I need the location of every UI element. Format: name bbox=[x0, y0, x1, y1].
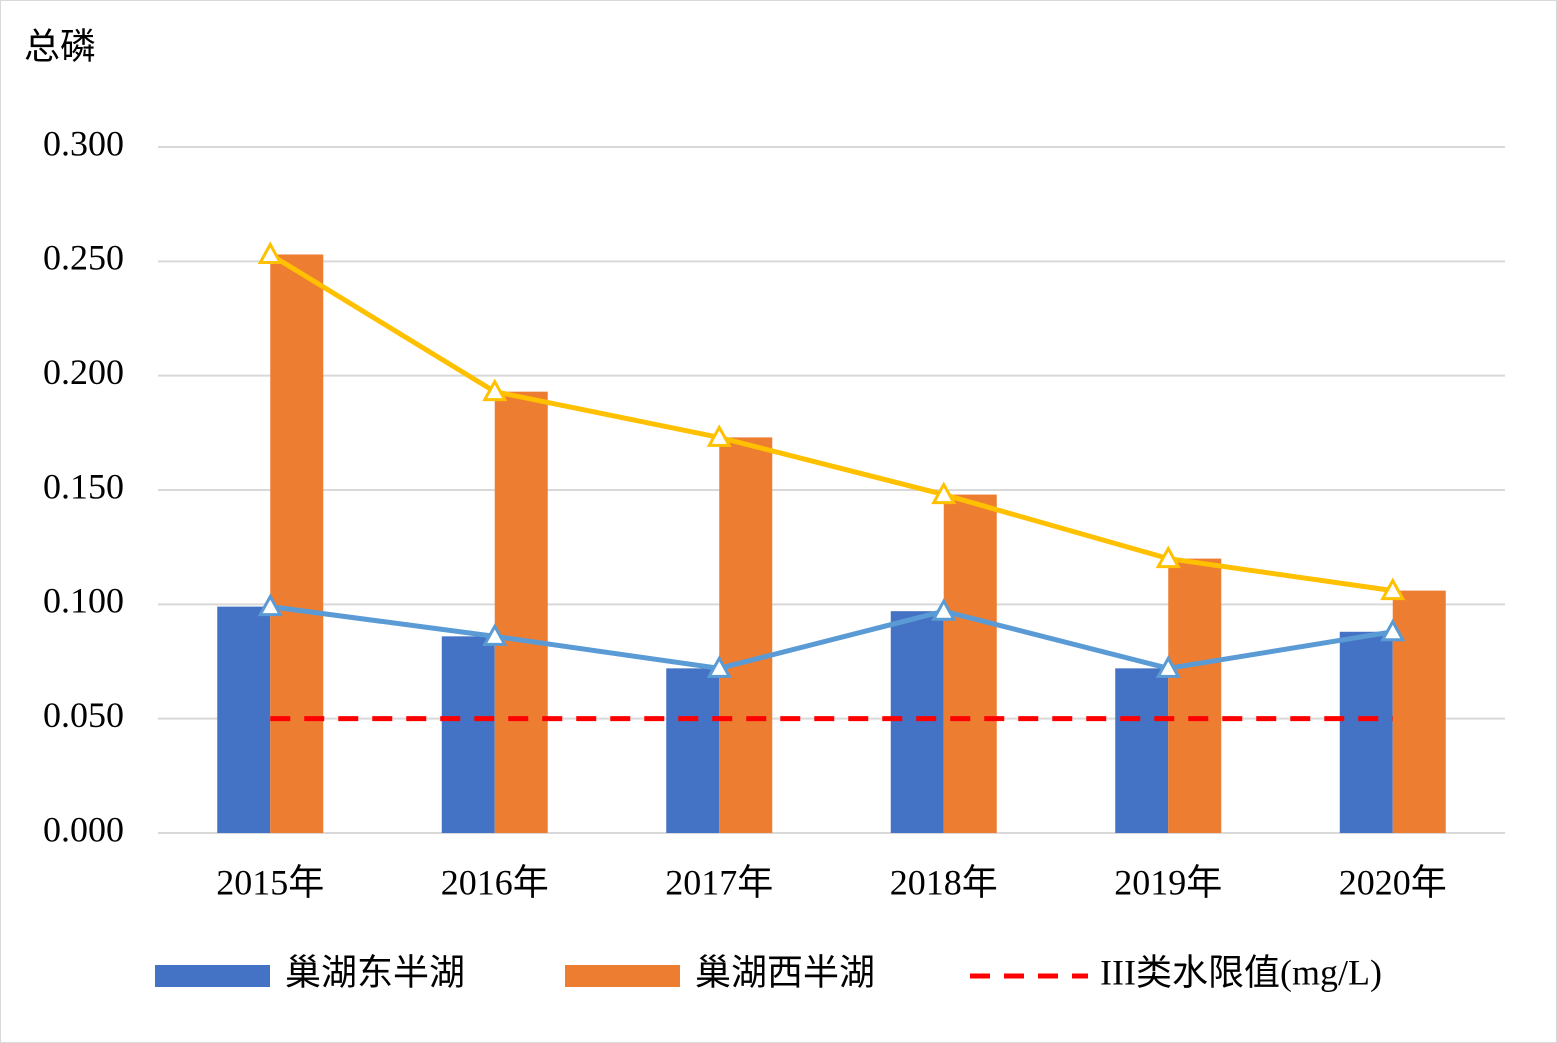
y-axis-label: 总磷 bbox=[24, 26, 96, 66]
marker bbox=[1380, 577, 1406, 601]
marker bbox=[257, 241, 283, 264]
marker bbox=[931, 481, 957, 505]
marker bbox=[1380, 618, 1406, 642]
legend-swatch bbox=[565, 965, 680, 987]
x-tick-label: 2018年 bbox=[890, 862, 998, 902]
y-tick-label: 0.150 bbox=[43, 466, 124, 506]
marker bbox=[482, 623, 508, 646]
x-tick-label: 2019年 bbox=[1114, 862, 1222, 902]
legend-label: 巢湖西半湖 bbox=[695, 952, 875, 992]
trend-line bbox=[268, 252, 1394, 594]
y-tick-label: 0.050 bbox=[43, 695, 124, 735]
bar bbox=[1168, 558, 1222, 833]
marker bbox=[706, 424, 732, 447]
x-tick-label: 2015年 bbox=[216, 862, 324, 902]
bar bbox=[270, 254, 324, 833]
marker bbox=[1155, 545, 1181, 569]
bar bbox=[441, 636, 495, 833]
x-tick-label: 2016年 bbox=[441, 862, 549, 902]
y-tick-label: 0.200 bbox=[43, 352, 124, 392]
marker bbox=[257, 593, 283, 617]
bar bbox=[943, 494, 997, 833]
x-tick-label: 2020年 bbox=[1339, 862, 1447, 902]
bar bbox=[494, 391, 548, 833]
bar bbox=[217, 606, 271, 833]
marker bbox=[706, 655, 732, 678]
y-tick-label: 0.300 bbox=[43, 123, 124, 163]
legend-swatch bbox=[155, 965, 270, 987]
bar bbox=[1115, 668, 1169, 833]
y-tick-label: 0.000 bbox=[43, 809, 124, 849]
marker bbox=[482, 378, 508, 402]
legend-label: III类水限值(mg/L) bbox=[1100, 952, 1382, 992]
y-tick-label: 0.100 bbox=[43, 581, 124, 621]
bar bbox=[1339, 631, 1393, 833]
legend-label: 巢湖东半湖 bbox=[285, 952, 465, 992]
bar bbox=[719, 437, 773, 833]
bar bbox=[890, 611, 944, 833]
y-tick-label: 0.250 bbox=[43, 238, 124, 278]
x-tick-label: 2017年 bbox=[665, 862, 773, 902]
marker bbox=[1155, 655, 1181, 678]
bar bbox=[1392, 590, 1446, 833]
trend-line bbox=[269, 604, 1394, 671]
marker bbox=[931, 598, 957, 621]
bar bbox=[666, 668, 720, 833]
